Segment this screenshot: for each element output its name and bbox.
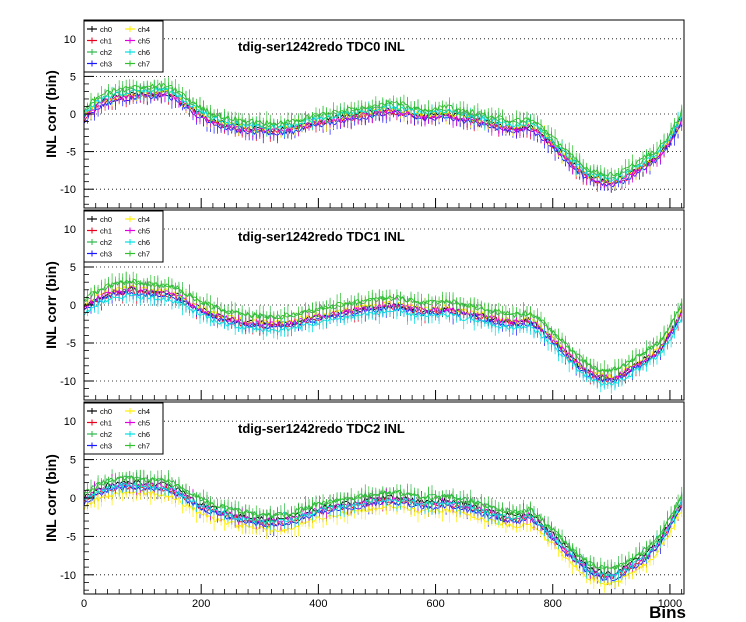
legend-box <box>83 20 164 73</box>
y-axis-label: INL corr (bin) <box>43 261 59 349</box>
y-tick-label: -5 <box>66 338 76 350</box>
legend-label-ch6: ch6 <box>138 430 150 439</box>
legend-label-ch5: ch5 <box>138 37 150 46</box>
x-tick-label: 1000 <box>658 598 682 610</box>
legend-label-ch0: ch0 <box>100 215 112 224</box>
legend-label-ch7: ch7 <box>138 442 150 451</box>
legend-label-ch3: ch3 <box>100 60 112 69</box>
legend-label-ch0: ch0 <box>100 407 112 416</box>
y-tick-label: 0 <box>70 109 76 121</box>
y-tick-label: 10 <box>64 34 76 46</box>
legend-label-ch6: ch6 <box>138 238 150 247</box>
series-ch7-line <box>83 475 683 572</box>
x-tick-label: 400 <box>309 598 327 610</box>
legend-box <box>83 402 164 455</box>
legend-label-ch0: ch0 <box>100 25 112 34</box>
y-tick-label: 0 <box>70 300 76 312</box>
legend-label-ch7: ch7 <box>138 250 150 259</box>
legend-box <box>83 210 164 263</box>
chart-title: tdig-ser1242redo TDC1 INL <box>238 229 405 244</box>
y-tick-label: 0 <box>70 493 76 505</box>
y-tick-label: 5 <box>70 71 76 83</box>
legend-label-ch1: ch1 <box>100 419 112 428</box>
x-axis-label: Bins <box>649 603 686 622</box>
chart-panel-tdc1: -10 -5 0 5 10 INL corr (bin) tdig-ser1242redo … <box>43 209 685 401</box>
legend-label-ch2: ch2 <box>100 430 112 439</box>
series-ch6-line <box>83 293 683 386</box>
legend-label-ch4: ch4 <box>138 25 150 34</box>
y-tick-label: -10 <box>60 570 76 582</box>
legend-label-ch1: ch1 <box>100 37 112 46</box>
y-tick-label: 10 <box>64 224 76 236</box>
legend-label-ch3: ch3 <box>100 442 112 451</box>
chart-title: tdig-ser1242redo TDC2 INL <box>238 421 405 436</box>
y-axis-label: INL corr (bin) <box>43 454 59 542</box>
chart-panel-tdc0: -10 -5 0 5 10 INL corr (bin) tdig-ser1242redo … <box>43 19 685 209</box>
y-tick-label: -5 <box>66 531 76 543</box>
series-ch7-line <box>83 82 683 178</box>
legend-label-ch4: ch4 <box>138 407 150 416</box>
y-tick-label: 10 <box>64 416 76 428</box>
y-tick-label: -10 <box>60 184 76 196</box>
x-tick-label: 200 <box>192 598 210 610</box>
panels: -10 -5 0 5 10 INL corr (bin) tdig-ser1242redo … <box>43 19 685 610</box>
legend-label-ch5: ch5 <box>138 227 150 236</box>
legend-label-ch2: ch2 <box>100 238 112 247</box>
legend-label-ch6: ch6 <box>138 48 150 57</box>
y-axis-label: INL corr (bin) <box>43 70 59 158</box>
legend-label-ch1: ch1 <box>100 227 112 236</box>
legend-label-ch5: ch5 <box>138 419 150 428</box>
chart-title: tdig-ser1242redo TDC0 INL <box>238 39 405 54</box>
legend-label-ch2: ch2 <box>100 48 112 57</box>
x-tick-label: 600 <box>426 598 444 610</box>
series-ch7-line <box>83 278 683 372</box>
y-tick-label: -5 <box>66 147 76 159</box>
y-tick-label: -10 <box>60 376 76 388</box>
legend-label-ch4: ch4 <box>138 215 150 224</box>
legend-label-ch3: ch3 <box>100 250 112 259</box>
chart-panel-tdc2: -10 -5 0 5 10 0 200 400 600 800 1000 INL corr (bin)… <box>43 401 685 610</box>
x-tick-label: 0 <box>81 598 87 610</box>
legend-label-ch7: ch7 <box>138 60 150 69</box>
x-tick-label: 800 <box>544 598 562 610</box>
series-ch4-line <box>83 489 682 587</box>
y-tick-label: 5 <box>70 455 76 467</box>
y-tick-label: 5 <box>70 262 76 274</box>
